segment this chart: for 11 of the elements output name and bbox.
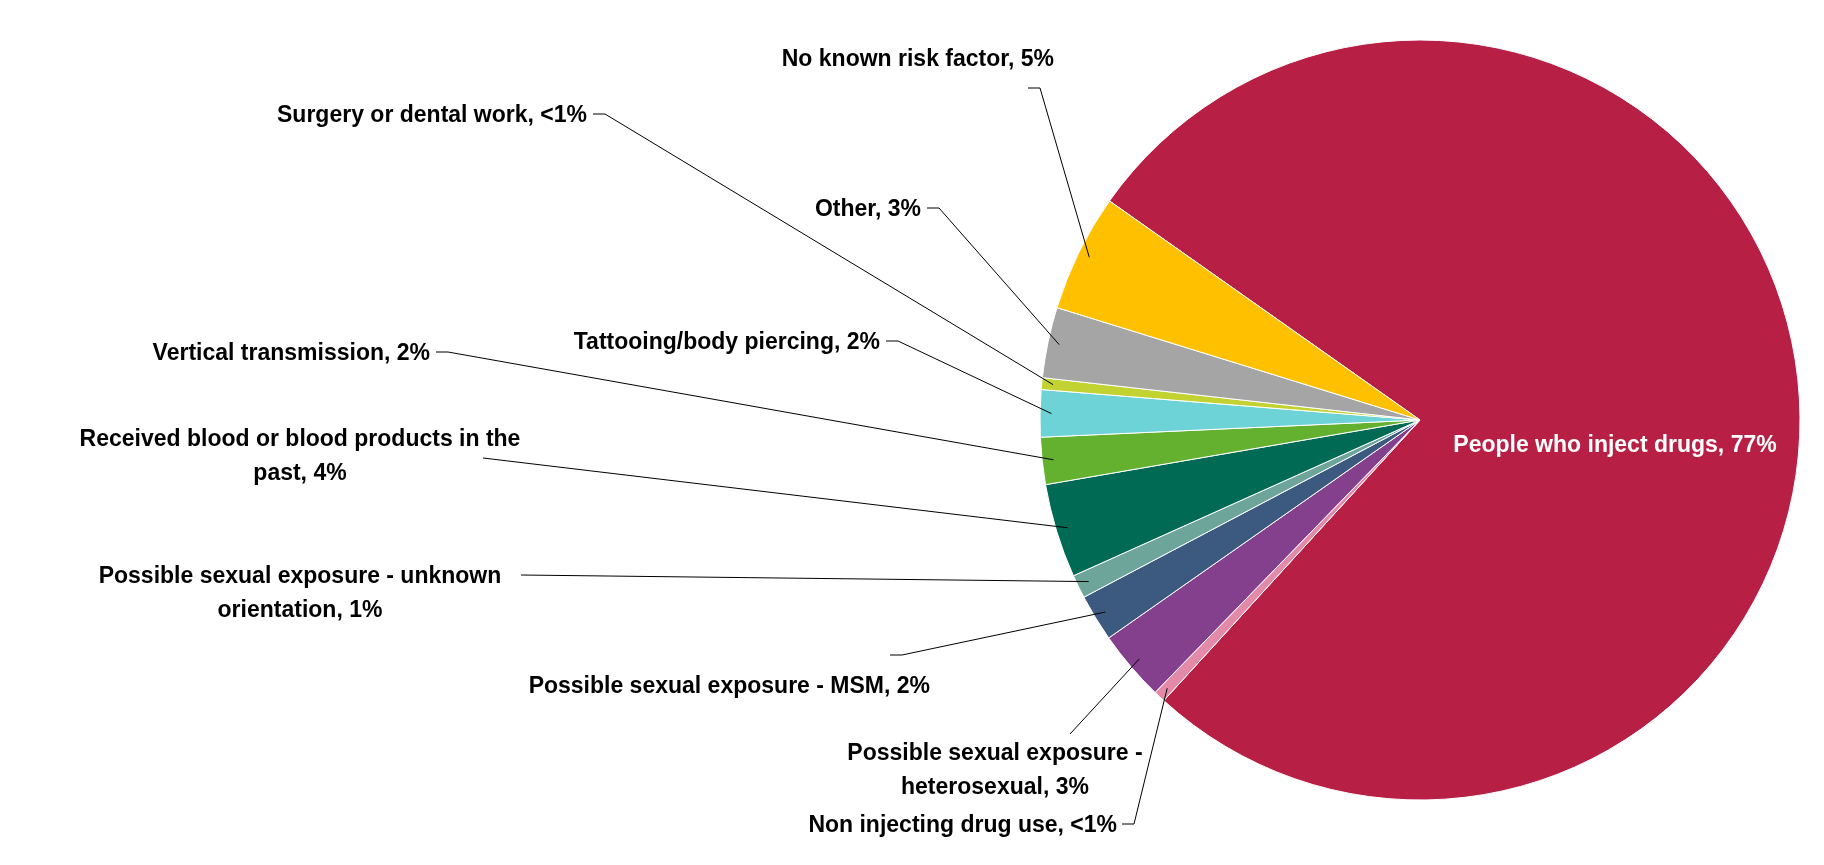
slice-label: No known risk factor, 5% <box>781 45 1054 71</box>
slice-label: Vertical transmission, 2% <box>152 339 430 365</box>
slice-label: Possible sexual exposure - unknown orientation, 1% <box>98 562 502 622</box>
slice-label: Non injecting drug use, <1% <box>808 811 1117 837</box>
slice-label: Possible sexual exposure - heterosexual, 3% <box>847 739 1143 799</box>
slice-label: Tattooing/body piercing, 2% <box>573 328 880 354</box>
slice-label: Possible sexual exposure - MSM, 2% <box>528 672 930 698</box>
slice-label: People who inject drugs, 77% <box>1453 431 1777 457</box>
slice-label: Surgery or dental work, <1% <box>277 101 587 127</box>
slice-label: Other, 3% <box>814 195 921 221</box>
slice-label: Received blood or blood products in the past, 4% <box>79 425 521 485</box>
